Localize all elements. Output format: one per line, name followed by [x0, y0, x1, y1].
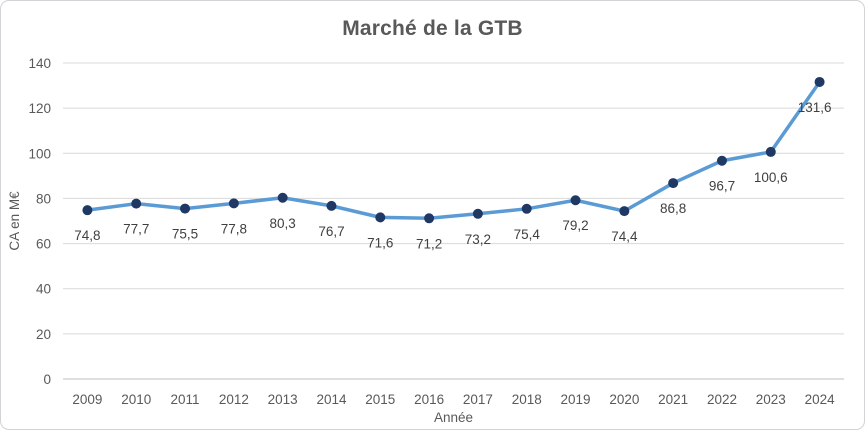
data-point-label: 75,5: [172, 227, 198, 242]
data-point-marker: [326, 200, 337, 211]
x-tick-label: 2018: [512, 392, 542, 407]
x-tick-label: 2014: [316, 392, 347, 407]
data-point-label: 86,8: [660, 201, 686, 216]
x-tick-label: 2023: [756, 392, 786, 407]
data-point-marker: [668, 178, 679, 189]
y-axis-title: CA en M€: [7, 191, 22, 251]
data-point-label: 79,2: [562, 218, 588, 233]
y-tick-label: 40: [36, 282, 51, 297]
data-point-label: 131,6: [798, 100, 832, 115]
y-tick-label: 0: [43, 372, 51, 387]
data-point-label: 100,6: [754, 170, 788, 185]
data-point-marker: [716, 155, 727, 166]
data-point-label: 77,7: [123, 222, 149, 237]
data-point-label: 76,7: [318, 224, 344, 239]
y-tick-label: 20: [36, 327, 51, 342]
x-tick-label: 2022: [707, 392, 737, 407]
y-tick-label: 60: [36, 237, 51, 252]
x-tick-label: 2020: [609, 392, 639, 407]
data-point-label: 96,7: [709, 179, 735, 194]
data-point-label: 75,4: [514, 227, 541, 242]
x-tick-label: 2016: [414, 392, 444, 407]
x-tick-label: 2024: [805, 392, 836, 407]
data-point-label: 80,3: [270, 216, 296, 231]
x-tick-label: 2017: [463, 392, 493, 407]
data-point-label: 74,4: [611, 229, 638, 244]
x-tick-label: 2011: [171, 392, 200, 407]
data-point-marker: [375, 212, 386, 223]
x-tick-label: 2010: [121, 392, 151, 407]
data-point-marker: [472, 208, 483, 219]
data-point-marker: [765, 146, 776, 157]
x-tick-label: 2013: [268, 392, 298, 407]
data-point-marker: [424, 213, 435, 224]
data-point-marker: [277, 192, 288, 203]
data-point-label: 71,6: [367, 235, 393, 250]
data-point-marker: [570, 195, 581, 206]
data-point-marker: [82, 205, 93, 216]
x-tick-label: 2009: [72, 392, 102, 407]
data-point-marker: [521, 203, 532, 214]
y-tick-label: 140: [28, 56, 51, 71]
data-point-marker: [228, 198, 239, 209]
data-point-marker: [814, 76, 825, 87]
data-point-marker: [180, 203, 191, 214]
x-tick-label: 2012: [219, 392, 249, 407]
data-point-label: 77,8: [221, 221, 247, 236]
x-tick-label: 2021: [658, 392, 688, 407]
data-point-label: 71,2: [416, 236, 442, 251]
x-axis-title: Année: [434, 410, 473, 425]
data-point-marker: [131, 198, 142, 209]
y-tick-label: 120: [28, 101, 51, 116]
x-tick-label: 2019: [561, 392, 591, 407]
y-tick-label: 80: [36, 191, 51, 206]
series-line: [85, 80, 822, 221]
chart-title: Marché de la GTB: [342, 17, 523, 40]
data-point-label: 74,8: [74, 228, 100, 243]
data-point-marker: [619, 206, 630, 217]
x-tick-label: 2015: [365, 392, 395, 407]
y-tick-label: 100: [28, 146, 51, 161]
data-point-label: 73,2: [465, 232, 491, 247]
